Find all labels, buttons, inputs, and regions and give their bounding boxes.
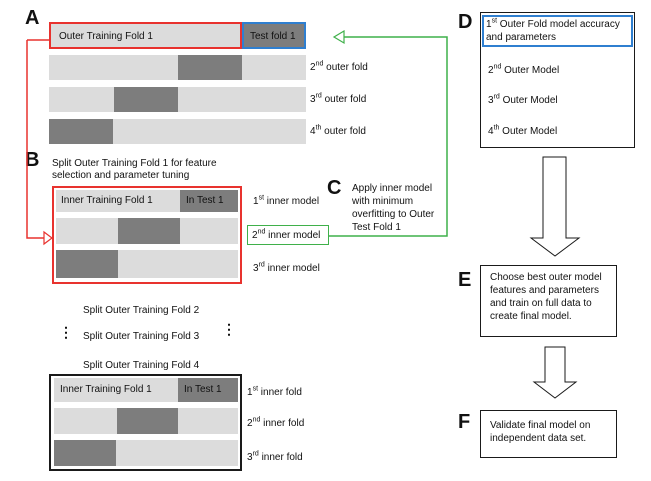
bottom-inner-fold-1-label: 1st inner fold <box>247 385 302 398</box>
panel-c-line-1: Apply inner model <box>352 183 433 194</box>
outer-models-box <box>480 12 635 148</box>
red-arrow-head-icon <box>43 230 53 246</box>
final-model-box <box>480 265 617 337</box>
panel-e-line-1: Choose best outer model <box>490 272 602 283</box>
inner-folds-box-bottom <box>49 374 242 471</box>
split-fold-2-label: Split Outer Training Fold 2 <box>83 305 200 316</box>
panel-e-line-3: and train on full data to <box>490 298 592 309</box>
outer-fold-row-2 <box>49 55 306 80</box>
inner-training-fold-label: Inner Training Fold 1 <box>61 195 153 206</box>
bottom-inner-fold-3-test-block <box>54 440 116 466</box>
inner-model-2-highlight <box>247 225 329 245</box>
down-arrow-d-to-e-icon <box>529 156 581 257</box>
green-connector-line <box>329 36 448 237</box>
outer-fold-4-label: 4th outer fold <box>310 124 366 137</box>
first-outer-model-line1: 1st Outer Fold model accuracy <box>486 17 620 30</box>
bottom-inner-test-block: In Test 1 <box>178 378 238 402</box>
outer-model-4: 4th Outer Model <box>488 124 558 137</box>
vertical-ellipsis-right-icon: ⋮ <box>222 321 236 337</box>
panel-c-line-2: with minimum <box>352 196 414 207</box>
bottom-inner-fold-2-label: 2nd inner fold <box>247 416 305 429</box>
inner-test-label: In Test 1 <box>186 195 224 206</box>
outer-fold-3-test-block <box>114 87 178 112</box>
inner-model-2-label: 2nd inner model <box>252 228 321 241</box>
split-fold-3-label: Split Outer Training Fold 3 <box>83 331 200 342</box>
panel-e-line-2: features and parameters <box>490 285 599 296</box>
outer-fold-3-label: 3rd outer fold <box>310 92 367 105</box>
split-b-title-line1: Split Outer Training Fold 1 for feature <box>52 158 217 169</box>
outer-model-2: 2nd Outer Model <box>488 63 560 76</box>
panel-c-line-4: Test Fold 1 <box>352 222 401 233</box>
down-arrow-e-to-f-icon <box>532 346 578 399</box>
test-fold-1: Test fold 1 <box>242 22 306 49</box>
green-arrow-head-icon <box>332 29 345 45</box>
first-outer-model-highlight <box>482 15 633 47</box>
vertical-ellipsis-left-icon: ⋮ <box>59 324 73 340</box>
panel-label-b: B <box>25 149 40 171</box>
red-connector-line <box>26 40 44 239</box>
panel-label-f: F <box>458 411 471 433</box>
inner-model-1-label: 1st inner model <box>253 194 320 207</box>
panel-label-d: D <box>458 11 473 33</box>
panel-f-line-1: Validate final model on <box>490 420 591 431</box>
outer-model-3: 3rd Outer Model <box>488 93 558 106</box>
bottom-inner-test-label: In Test 1 <box>184 384 222 395</box>
inner-fold-3-test-block <box>56 250 118 278</box>
inner-folds-box-b <box>52 186 242 284</box>
panel-c-line-3: overfitting to Outer <box>352 209 435 220</box>
panel-e-line-4: create final model. <box>490 311 572 322</box>
validate-box <box>480 410 617 458</box>
outer-fold-2-test-block <box>178 55 242 80</box>
inner-model-3-label: 3rd inner model <box>253 261 320 274</box>
outer-fold-4-test-block <box>49 119 113 144</box>
panel-label-c: C <box>327 177 342 199</box>
bottom-inner-fold-3-label: 3rd inner fold <box>247 450 303 463</box>
panel-label-e: E <box>458 269 472 291</box>
split-fold-4-label: Split Outer Training Fold 4 <box>83 360 200 371</box>
panel-f-line-2: independent data set. <box>490 433 587 444</box>
outer-training-fold-1: Outer Training Fold 1 <box>49 22 242 49</box>
outer-fold-2-label: 2nd outer fold <box>310 60 368 73</box>
first-outer-model-line2: and parameters <box>486 32 557 43</box>
outer-training-fold-label: Outer Training Fold 1 <box>59 31 153 42</box>
bottom-inner-fold-2-test-block <box>117 408 178 434</box>
inner-fold-2-test-block <box>118 218 180 244</box>
panel-label-a: A <box>25 7 40 29</box>
bottom-inner-training-label: Inner Training Fold 1 <box>60 384 152 395</box>
test-fold-label: Test fold 1 <box>250 31 296 42</box>
split-b-title-line2: selection and parameter tuning <box>52 170 190 181</box>
outer-fold-row-1: Outer Training Fold 1 Test fold 1 <box>49 22 306 49</box>
inner-test-block: In Test 1 <box>180 190 238 212</box>
